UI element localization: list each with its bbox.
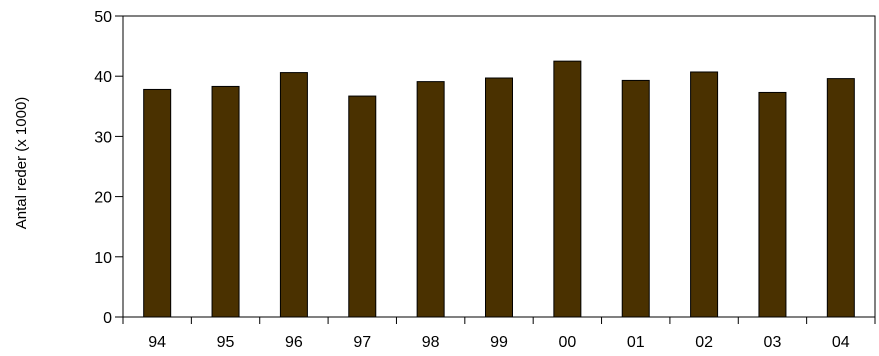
y-tick-label: 0	[103, 310, 112, 327]
x-tick-label-03: 03	[764, 334, 782, 351]
x-tick-label-98: 98	[422, 334, 440, 351]
x-tick-label-96: 96	[285, 334, 303, 351]
y-tick-label: 40	[94, 69, 112, 86]
x-tick-label-99: 99	[490, 334, 508, 351]
x-tick-label-94: 94	[148, 334, 166, 351]
x-tick-label-97: 97	[353, 334, 371, 351]
bar-99	[485, 77, 513, 318]
y-tick-label: 30	[94, 129, 112, 146]
y-tick-label: 50	[94, 9, 112, 26]
x-tick-label-01: 01	[627, 334, 645, 351]
bar-98	[416, 81, 445, 318]
bar-95	[211, 85, 240, 318]
bar-00	[553, 60, 582, 318]
labels-layer: 0 10 20 30 40 50 94 95 96 97 98 99 00 01 02 03 04	[94, 9, 850, 351]
y-axis-title: Antal reder (x 1000)	[13, 97, 30, 230]
bar-04	[826, 78, 855, 318]
bar-02	[690, 71, 719, 318]
axes-layer	[115, 15, 876, 324]
bars-layer	[143, 60, 855, 318]
bar-01	[621, 79, 650, 318]
x-tick-label-04: 04	[832, 334, 850, 351]
y-tick-label: 20	[94, 190, 112, 207]
x-tick-label-02: 02	[695, 334, 713, 351]
bar-96	[279, 72, 308, 318]
x-tick-label-00: 00	[558, 334, 576, 351]
bar-97	[348, 95, 377, 318]
y-tick-label: 10	[94, 250, 112, 267]
x-tick-label-95: 95	[217, 334, 235, 351]
bar-94	[143, 88, 172, 318]
bar-03	[758, 91, 787, 318]
plot-frame	[122, 15, 876, 318]
